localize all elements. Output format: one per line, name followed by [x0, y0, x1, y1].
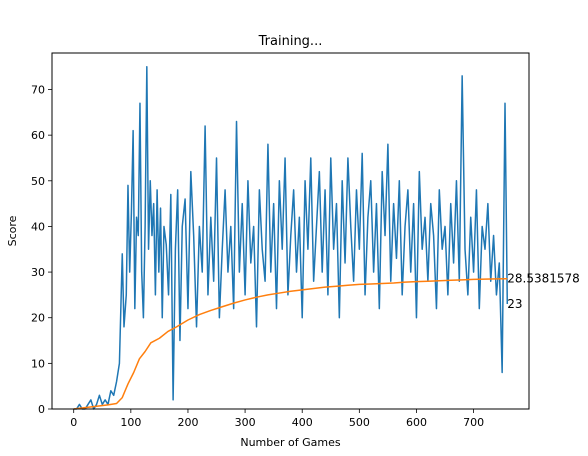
y-tick-label: 0 — [38, 403, 45, 416]
y-axis-label: Score — [6, 215, 19, 246]
axes-frame — [51, 52, 530, 410]
value-annotation: 28.5381578 — [507, 272, 580, 286]
x-tick-label: 200 — [177, 416, 198, 429]
annotations: 28.5381578 23 — [507, 272, 580, 311]
y-tick-label: 40 — [31, 220, 45, 233]
x-tick-label: 600 — [406, 416, 427, 429]
y-tick-label: 30 — [31, 266, 45, 279]
x-ticks: 0 100 200 300 400 500 600 700 — [70, 409, 484, 429]
y-tick-label: 20 — [31, 312, 45, 325]
x-tick-label: 700 — [463, 416, 484, 429]
series-layer — [73, 65, 509, 410]
y-tick-label: 60 — [31, 129, 45, 142]
y-tick-label: 70 — [31, 84, 45, 97]
chart-title: Training... — [258, 34, 323, 49]
x-tick-label: 300 — [235, 416, 256, 429]
y-tick-label: 50 — [31, 175, 45, 188]
series-line-2 — [73, 277, 508, 410]
y-ticks: 0 10 20 30 40 50 60 70 — [31, 84, 52, 416]
series-line-1 — [73, 65, 509, 410]
y-tick-label: 10 — [31, 357, 45, 370]
x-tick-label: 100 — [120, 416, 141, 429]
x-axis-label: Number of Games — [240, 436, 341, 449]
x-tick-label: 0 — [70, 416, 77, 429]
value-annotation: 23 — [507, 297, 522, 311]
x-tick-label: 400 — [292, 416, 313, 429]
x-tick-label: 500 — [349, 416, 370, 429]
